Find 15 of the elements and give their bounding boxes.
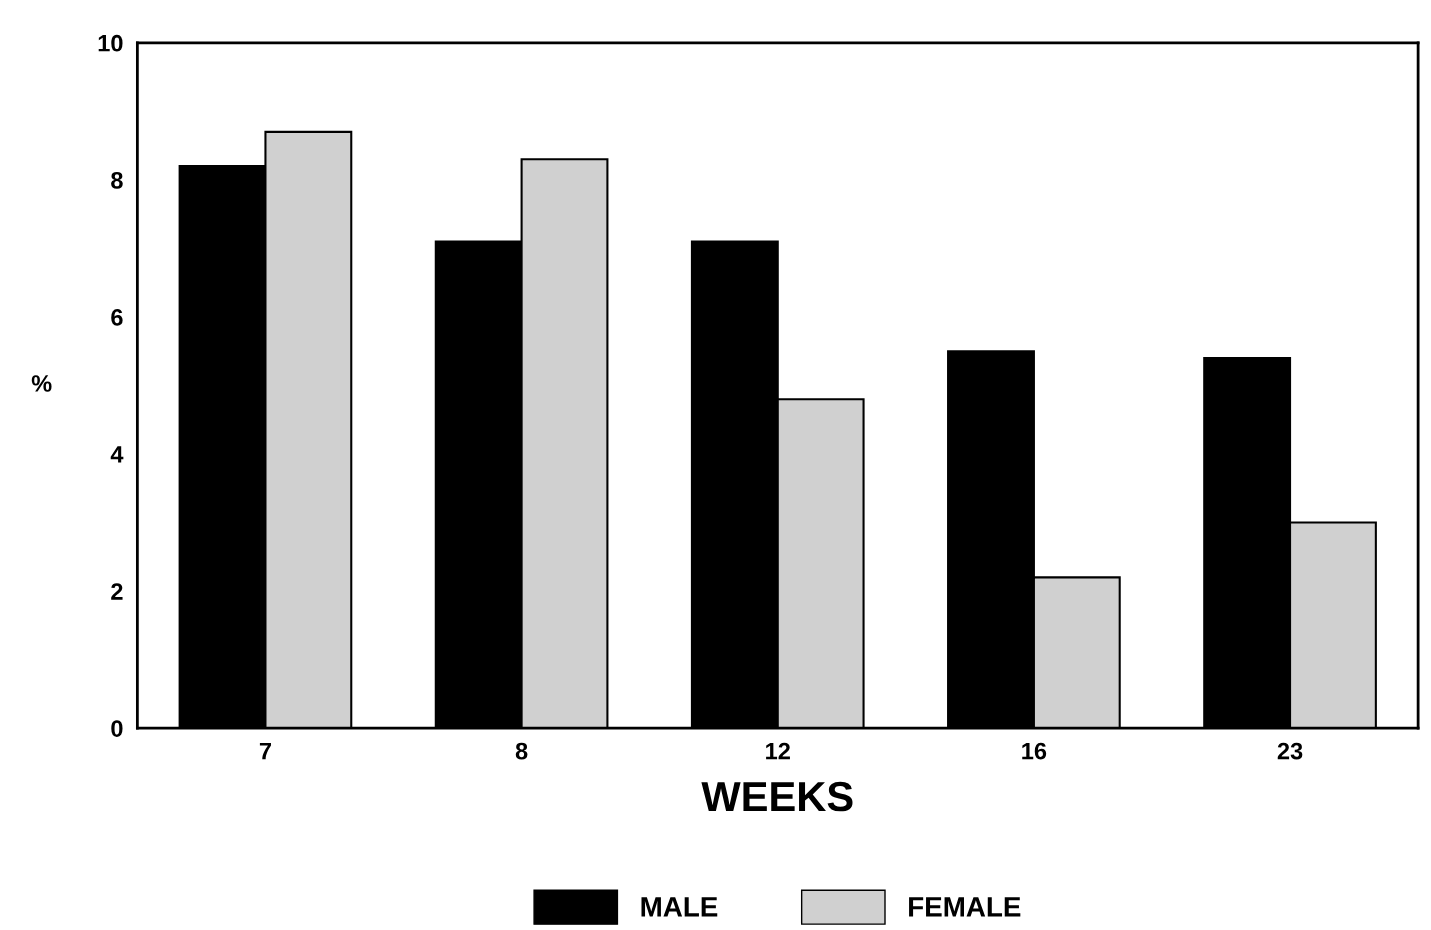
x-tick-label: 8 [515,742,528,760]
y-tick-label: 10 [98,34,123,52]
x-tick-label: 12 [766,742,790,760]
legend-label: MALE [641,897,718,917]
y-tick-label: 0 [111,720,123,737]
y-tick-label: 8 [111,171,123,189]
x-tick-label: 16 [1022,742,1047,760]
x-tick-label: 7 [259,742,271,760]
y-tick-label: 6 [111,309,123,326]
y-tick-label: 4 [110,446,124,463]
y-tick-label: 2 [111,583,123,600]
legend-label: FEMALE [909,897,1021,917]
y-axis-title: % [31,375,52,392]
x-tick-label: 23 [1277,742,1303,760]
x-axis-title: WEEKS [701,781,853,812]
